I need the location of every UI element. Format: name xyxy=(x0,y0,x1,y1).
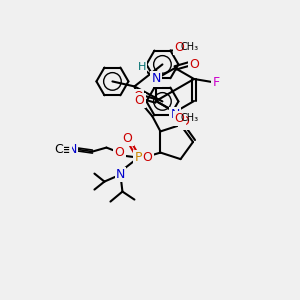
Text: H: H xyxy=(138,62,146,72)
Text: O: O xyxy=(189,58,199,70)
Text: N: N xyxy=(68,143,77,156)
Text: O: O xyxy=(175,41,184,54)
Text: C: C xyxy=(54,143,63,156)
Text: N: N xyxy=(170,109,180,122)
Text: O: O xyxy=(175,112,184,125)
Text: O: O xyxy=(134,94,144,107)
Text: O: O xyxy=(115,146,124,159)
Text: F: F xyxy=(212,76,220,88)
Text: CH₃: CH₃ xyxy=(180,113,199,123)
Text: CH₃: CH₃ xyxy=(180,42,199,52)
Text: P: P xyxy=(135,151,142,164)
Text: O: O xyxy=(180,116,190,128)
Text: N: N xyxy=(116,168,125,181)
Text: ≡: ≡ xyxy=(58,142,70,157)
Text: O: O xyxy=(133,91,143,103)
Text: N: N xyxy=(151,73,160,85)
Text: O: O xyxy=(142,151,152,164)
Text: O: O xyxy=(122,132,132,145)
